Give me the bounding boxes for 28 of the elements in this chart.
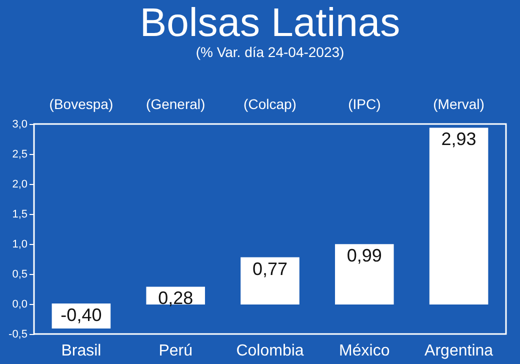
chart-title: Bolsas Latinas [140, 1, 400, 45]
y-tick-label: 1,0 [12, 238, 28, 250]
text: (General) [146, 96, 206, 112]
data-label: 0,77 [252, 258, 288, 279]
y-tick-label: 1,5 [12, 208, 28, 220]
text: (Bovespa) [49, 96, 114, 112]
y-tick-label: -0,5 [8, 328, 28, 340]
y-tick-label: 2,0 [12, 178, 28, 190]
text: (IPC) [348, 96, 381, 112]
data-label: 2,93 [441, 129, 476, 150]
bar [335, 244, 394, 304]
y-tick-label: 3,0 [12, 118, 28, 130]
bar [240, 257, 300, 304]
data-label: -0,40 [60, 305, 102, 325]
x-tick-label: Perú [158, 342, 192, 360]
y-tick-label: 0,5 [12, 268, 28, 280]
chart-subtitle: (% Var. día 24-04-2023) [196, 44, 344, 60]
text: (Colcap) [244, 96, 296, 112]
data-label: 0,28 [158, 288, 194, 308]
y-tick-label: 2,5 [12, 148, 28, 160]
x-tick-label: México [339, 342, 390, 360]
text: (Merval) [433, 96, 484, 112]
data-label: 0,99 [346, 246, 382, 266]
x-tick-label: Argentina [424, 342, 494, 360]
x-tick-label: Colombia [236, 342, 304, 360]
x-tick-label: Brasil [61, 342, 102, 360]
y-tick-label: 0,0 [12, 298, 28, 310]
bar [429, 128, 488, 304]
